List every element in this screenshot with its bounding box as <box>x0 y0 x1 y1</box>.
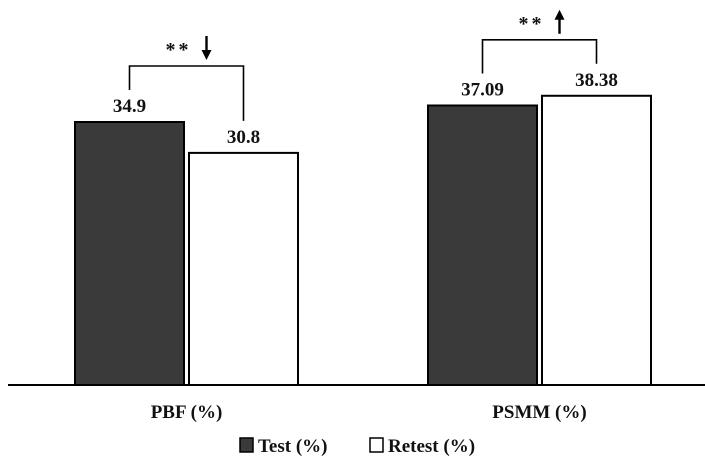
legend-label: Retest (%) <box>388 436 475 457</box>
value-label-pbf-retest: 30.8 <box>227 127 260 148</box>
value-labels-layer: 34.9 30.8 37.09 38.38 <box>113 70 618 148</box>
significance-layer: ** ** <box>128 9 598 121</box>
legend-item-test: Test (%) <box>239 436 328 457</box>
x-tick-label-pbf: PBF (%) <box>151 402 223 423</box>
bar-pbf-test <box>74 121 185 386</box>
legend-item-retest: Retest (%) <box>369 436 475 457</box>
legend-label: Test (%) <box>258 436 328 457</box>
arrow-down-icon <box>201 36 212 60</box>
x-tick-labels-layer: PBF (%) PSMM (%) <box>151 402 587 423</box>
arrow-up-icon <box>554 9 565 34</box>
bars-layer <box>74 94 652 387</box>
significance-stars: ** <box>166 39 192 61</box>
value-label-pbf-test: 34.9 <box>113 96 146 117</box>
value-label-psmm-retest: 38.38 <box>575 70 618 91</box>
significance-stars: ** <box>519 13 545 35</box>
x-tick-label-psmm: PSMM (%) <box>492 402 586 423</box>
value-label-psmm-test: 37.09 <box>461 79 504 100</box>
bar-psmm-test <box>427 104 538 387</box>
bar-psmm-retest <box>541 94 652 386</box>
bar-pbf-retest <box>188 151 299 386</box>
legend-swatch <box>239 437 254 453</box>
legend-swatch <box>369 437 384 453</box>
legend: Test (%) Retest (%) <box>239 436 475 457</box>
significance-bracket-psmm: ** <box>481 9 598 74</box>
significance-bracket-pbf: ** <box>128 36 245 121</box>
